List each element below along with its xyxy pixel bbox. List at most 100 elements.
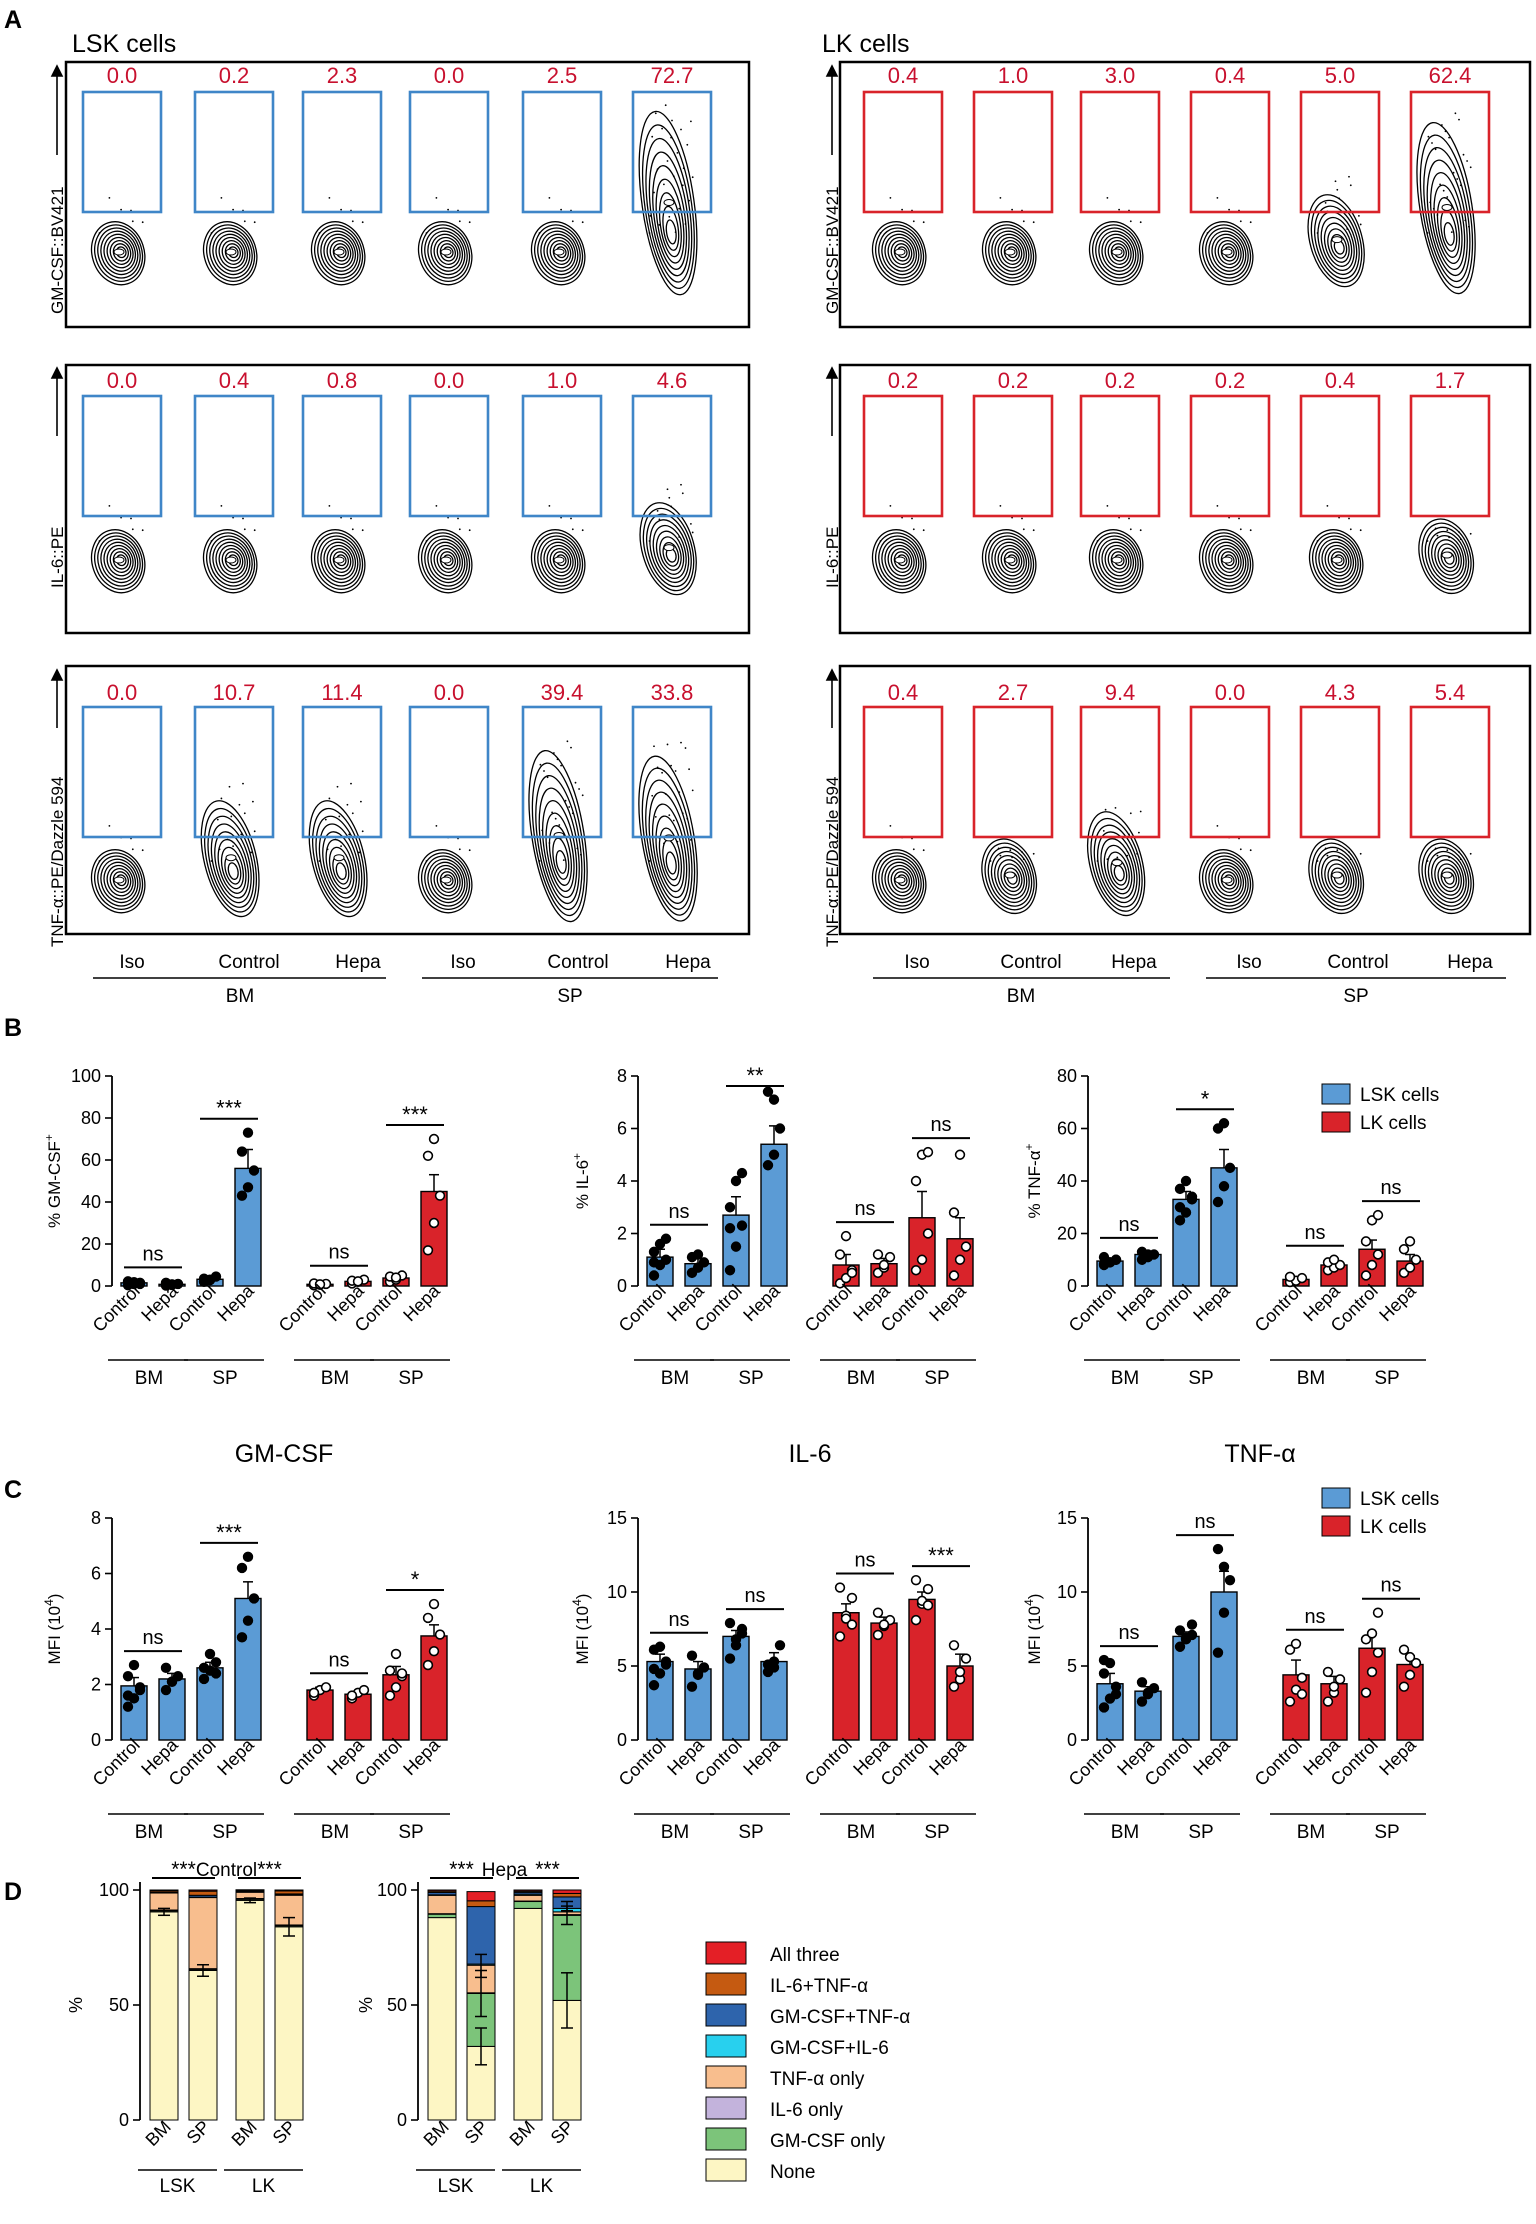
contour-dot <box>666 488 669 491</box>
contour-ring <box>430 541 464 580</box>
data-point <box>242 1551 254 1563</box>
contour-dot <box>220 505 223 507</box>
contour-ring <box>985 224 1035 282</box>
contour-dot <box>680 128 682 131</box>
gate-box <box>862 90 944 214</box>
contour-dot <box>681 184 684 187</box>
data-point <box>1372 1607 1384 1618</box>
contour-dot <box>668 496 671 499</box>
contour-ring <box>322 831 358 899</box>
contour-ring <box>210 823 252 904</box>
contour-dot <box>328 505 331 507</box>
contour-dot <box>541 829 544 832</box>
contour-ring <box>552 243 569 262</box>
contour-ring <box>1308 838 1365 915</box>
contour-ring <box>206 224 256 282</box>
contour-dot <box>1436 214 1439 216</box>
group-label: BM <box>1111 1368 1140 1389</box>
gate-box <box>81 705 163 839</box>
gate-value: 5.4 <box>1435 680 1466 705</box>
gate-box <box>1189 90 1271 214</box>
contour-ring <box>1198 529 1254 594</box>
gate-value: 2.5 <box>547 63 578 88</box>
contour-ring <box>981 529 1037 594</box>
contour-dot <box>435 197 438 199</box>
flow-gates-lk <box>862 90 1491 839</box>
contour-ring <box>641 124 695 290</box>
contour-dot <box>1102 829 1105 832</box>
data-point <box>134 1684 146 1696</box>
y-tick-label: 6 <box>617 1119 627 1139</box>
contour-dot <box>686 817 689 820</box>
contour-center <box>1331 236 1343 244</box>
contour-dot <box>1326 854 1329 857</box>
significance-label: ns <box>668 1609 689 1631</box>
contour-dot <box>889 825 892 827</box>
significance-label: *** <box>216 1096 242 1121</box>
group-label-lk-sp: SP <box>1343 986 1368 1007</box>
contour-dot <box>580 853 582 856</box>
contour-dot <box>1106 197 1109 199</box>
contour-center <box>1221 248 1233 256</box>
contour-dot <box>548 505 551 507</box>
contour-ring <box>1098 230 1137 276</box>
contour-dot <box>672 175 675 178</box>
data-point <box>910 1175 922 1187</box>
data-point <box>768 1662 780 1673</box>
contour-ring <box>97 227 141 279</box>
contour-dot <box>688 199 690 202</box>
contour-ring <box>424 855 468 907</box>
data-point <box>198 1662 210 1674</box>
contour-center <box>440 248 452 256</box>
y-tick-label: 8 <box>617 1066 627 1086</box>
data-point <box>1186 1619 1198 1630</box>
contour-dot <box>691 531 694 534</box>
legend-d-label-6: IL-6 only <box>770 2100 843 2121</box>
contour-ring <box>318 823 360 904</box>
contour-dot <box>1249 849 1252 852</box>
contour-dot <box>1032 221 1035 224</box>
data-point <box>878 1619 890 1630</box>
chart-title: IL-6 <box>788 1440 831 1468</box>
contour-ring <box>871 849 927 914</box>
contour-ring <box>1433 184 1463 265</box>
contour-center <box>894 876 906 884</box>
contour-dot <box>678 207 681 210</box>
data-point <box>698 1662 710 1673</box>
contour-ring <box>90 221 146 286</box>
contour-dot <box>328 197 331 199</box>
contour-dot <box>238 803 241 806</box>
contour-dot <box>654 112 657 115</box>
contour-ring <box>109 868 132 893</box>
contour-ring <box>427 538 466 584</box>
contour-ring <box>1421 522 1472 591</box>
contour-dot <box>1468 225 1470 228</box>
contour-dot <box>578 788 580 790</box>
contour-ring <box>209 535 253 587</box>
data-point <box>872 1629 884 1641</box>
legend-d-label-2: IL-6+TNF-α <box>770 1976 868 1997</box>
legend-d-swatch-3 <box>705 2003 747 2027</box>
contour-center <box>1441 551 1453 559</box>
contour-ring <box>1220 871 1237 890</box>
contour-ring <box>1107 851 1130 891</box>
data-point <box>660 1659 672 1670</box>
contour-ring <box>1220 551 1237 570</box>
contour-dot <box>576 847 579 850</box>
contour-dot <box>1334 180 1337 183</box>
gate-box <box>1299 394 1381 518</box>
contour-ring <box>417 529 473 594</box>
contour-ring <box>1095 535 1139 587</box>
col-label-lsk-1: Iso <box>119 952 144 973</box>
data-point <box>660 1254 672 1265</box>
contour-dot <box>141 221 144 224</box>
data-point <box>422 1150 434 1162</box>
contour-dot <box>922 529 925 532</box>
contour-dot <box>668 814 671 816</box>
data-point <box>434 1629 446 1640</box>
contour-dot <box>664 793 667 795</box>
contour-dot <box>141 849 144 852</box>
contour-dot <box>252 800 254 803</box>
contour-dot <box>1441 124 1443 126</box>
contour-dot <box>568 806 571 808</box>
